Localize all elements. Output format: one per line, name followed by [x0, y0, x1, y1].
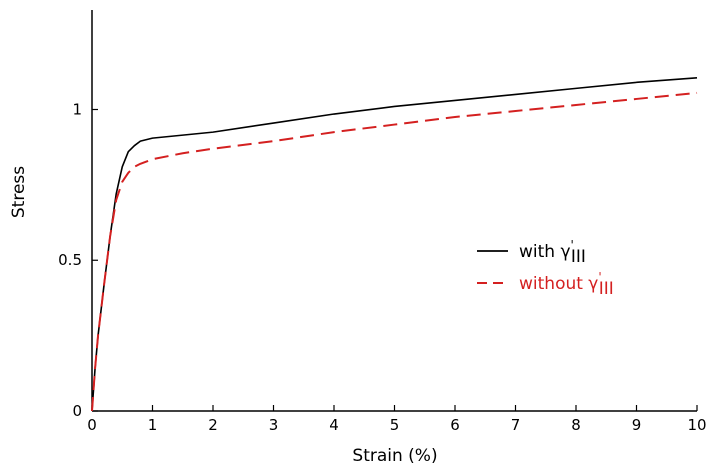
x-tick-label: 2: [208, 416, 218, 434]
x-tick-label: 10: [687, 416, 706, 434]
y-tick-label: 0.5: [58, 251, 82, 269]
x-tick-label: 5: [390, 416, 400, 434]
x-tick-label: 1: [148, 416, 158, 434]
x-tick-label: 6: [450, 416, 460, 434]
series-layer: [91, 77, 698, 412]
x-tick-label: 4: [329, 416, 339, 434]
x-tick-label: 0: [87, 416, 97, 434]
x-ticks: 0 1 2 3 4 5 6 7 8 9 10: [87, 405, 707, 434]
x-tick-label: 7: [511, 416, 521, 434]
x-tick-label: 9: [632, 416, 642, 434]
x-axis-label: Strain (%): [352, 446, 437, 466]
y-axis-label: Stress: [9, 166, 29, 218]
x-tick-label: 8: [571, 416, 581, 434]
x-tick-label: 3: [269, 416, 279, 434]
series-line-without: [91, 91, 698, 412]
legend: with γ' III without γ' III: [477, 238, 614, 299]
series-line-with: [91, 77, 698, 412]
legend-label-with: with γ' III: [519, 238, 586, 267]
y-ticks: 00.51: [58, 100, 98, 420]
legend-label-without: without γ' III: [519, 270, 614, 299]
y-tick-label: 1: [72, 100, 82, 118]
axes: [91, 10, 697, 412]
y-tick-label: 0: [72, 402, 82, 420]
